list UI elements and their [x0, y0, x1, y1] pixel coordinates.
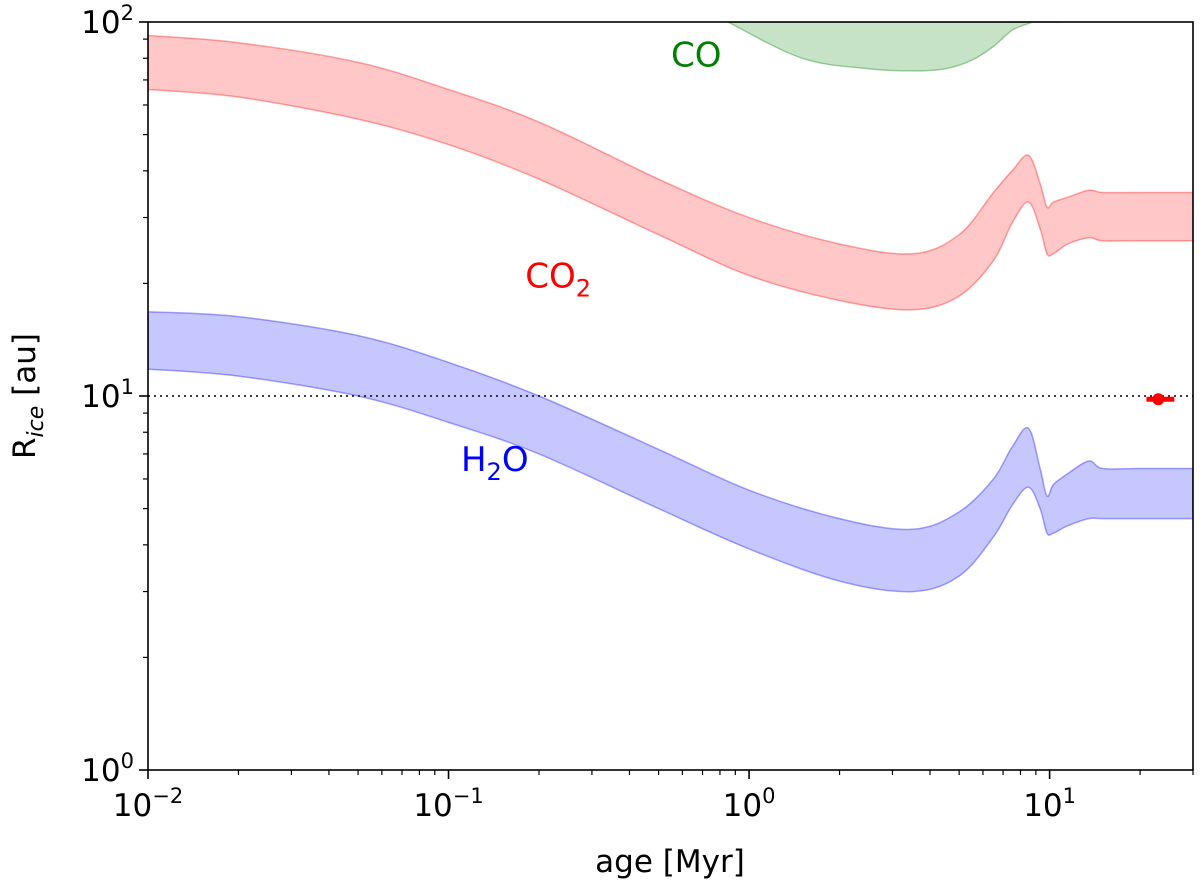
marker-layer	[1146, 393, 1175, 406]
bands-layer	[148, 22, 1193, 593]
y-tick-label: 102	[81, 1, 134, 41]
band-h2o	[148, 310, 1193, 593]
y-axis-label-subscript: ice	[24, 406, 49, 438]
x-tick-label: 10−2	[113, 784, 183, 824]
band-label-h2o: H2O	[461, 440, 529, 486]
x-tick-label: 101	[1023, 784, 1076, 824]
band-co	[727, 22, 1062, 72]
y-axis-label: Rice [au]	[7, 333, 49, 459]
band-label-co: CO	[671, 36, 722, 76]
x-tick-label: 10−1	[413, 784, 483, 824]
marker-point	[1152, 393, 1165, 406]
y-axis-label-main: R	[7, 437, 43, 459]
ticks-layer	[139, 21, 1194, 779]
x-tick-label: 100	[723, 784, 776, 824]
band-label-co2: CO2	[525, 257, 591, 303]
band-labels-layer: H2O CO2 CO	[461, 36, 722, 486]
tick-labels-layer: 10−2 10−1 100 101 100 101 102	[81, 1, 1076, 824]
y-tick-label: 100	[81, 749, 134, 789]
y-tick-label: 101	[81, 375, 134, 415]
x-axis-label: age [Myr]	[595, 844, 745, 880]
band-co2	[148, 34, 1193, 311]
y-axis-label-unit: [au]	[7, 333, 43, 406]
